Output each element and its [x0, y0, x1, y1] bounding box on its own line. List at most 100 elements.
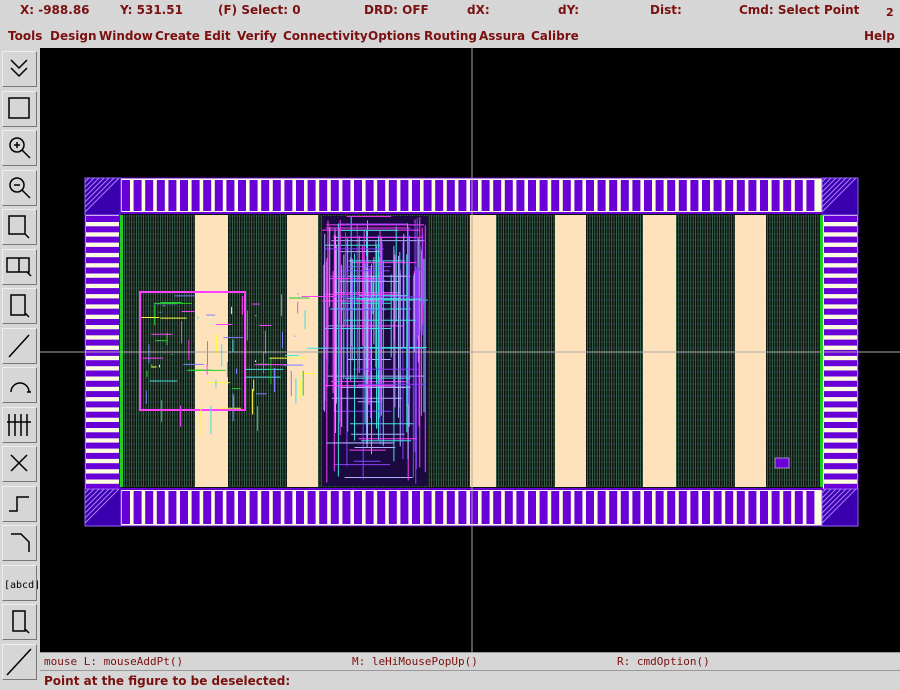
menu-item[interactable]: Verify	[237, 29, 277, 43]
corner-line	[84, 488, 100, 504]
corner-line	[821, 177, 852, 208]
tool-button[interactable]	[2, 525, 37, 561]
pad	[824, 473, 857, 480]
menu-item[interactable]: Connectivity	[283, 29, 368, 43]
pad	[824, 226, 857, 233]
pad	[446, 180, 455, 211]
corner-line	[821, 488, 842, 509]
menu-item[interactable]: Tools	[8, 29, 43, 43]
pad	[86, 349, 119, 356]
pad	[86, 236, 119, 243]
menu-item[interactable]: Edit	[204, 29, 231, 43]
pad	[435, 180, 444, 211]
pad	[493, 180, 502, 211]
corner-line	[84, 177, 110, 203]
tool-button[interactable]	[2, 90, 37, 127]
pad	[609, 180, 618, 211]
pad	[824, 236, 857, 243]
tool-button[interactable]	[2, 130, 37, 166]
pad	[284, 180, 293, 211]
pad	[342, 180, 351, 211]
pad	[824, 319, 857, 325]
tool-button[interactable]	[2, 485, 37, 522]
pad	[86, 277, 119, 284]
pad	[824, 288, 857, 295]
pad	[400, 180, 409, 211]
tool-button[interactable]	[2, 406, 37, 443]
pad	[678, 491, 687, 524]
pad	[180, 180, 188, 211]
pad	[632, 491, 641, 524]
pad	[713, 180, 722, 211]
tool-button[interactable]	[2, 643, 37, 680]
corner-line	[821, 488, 857, 524]
pad	[562, 180, 571, 211]
tool-button[interactable]	[2, 327, 37, 364]
corner-line	[821, 177, 857, 213]
menu-item[interactable]: Routing	[424, 29, 478, 43]
distance: Dist:	[650, 3, 682, 17]
pad	[760, 180, 768, 211]
pad	[272, 491, 281, 524]
pad	[528, 180, 536, 211]
pad	[667, 491, 676, 524]
menu-item[interactable]: Calibre	[531, 29, 579, 43]
icon-glyph	[9, 495, 29, 512]
pad	[86, 360, 119, 367]
pad	[824, 267, 857, 274]
pad	[261, 491, 270, 524]
delta-x: dX:	[467, 3, 490, 17]
macro	[139, 291, 246, 411]
pad	[824, 391, 857, 398]
icon-glyph	[9, 176, 31, 199]
icon-glyph	[9, 137, 31, 159]
tool-button[interactable]	[2, 367, 37, 403]
tool-button[interactable]	[2, 51, 37, 87]
menu-item[interactable]: Design	[50, 29, 97, 43]
menu-item[interactable]: Window	[99, 29, 153, 43]
corner-line	[84, 488, 90, 494]
pad	[412, 491, 420, 524]
pad	[702, 491, 710, 524]
tool-button[interactable]	[2, 209, 37, 245]
pad	[574, 180, 583, 211]
pad	[725, 491, 734, 524]
pad	[806, 180, 815, 211]
tool-button[interactable]	[2, 604, 37, 640]
pad	[86, 463, 119, 470]
drd-status: DRD: OFF	[364, 3, 429, 17]
tool-icon	[10, 294, 30, 318]
tool-button[interactable]	[2, 288, 37, 324]
pad	[86, 411, 119, 418]
tool-button[interactable]	[2, 446, 37, 482]
select-count: (F) Select: 0	[218, 3, 301, 17]
pad	[824, 483, 857, 490]
tool-button[interactable]	[2, 564, 37, 601]
layout-canvas[interactable]	[40, 48, 900, 652]
pad	[86, 319, 119, 325]
pad	[377, 491, 386, 524]
menu-item[interactable]: Options	[368, 29, 421, 43]
command: Cmd: Select Point	[739, 3, 860, 17]
pad	[824, 401, 857, 408]
pad	[214, 491, 223, 524]
tool-icon	[11, 533, 30, 552]
pad	[203, 491, 212, 524]
menu-item[interactable]: Help	[864, 29, 895, 43]
corner-line	[821, 488, 837, 504]
tool-icon	[9, 137, 31, 159]
tool-button[interactable]	[2, 248, 37, 285]
power-strap	[735, 215, 766, 487]
pad	[493, 491, 502, 524]
green-edge	[120, 215, 123, 487]
pad	[824, 442, 857, 449]
power-strap	[555, 215, 586, 487]
power-strap	[643, 215, 676, 487]
menu-item[interactable]: Assura	[479, 29, 526, 43]
menu-item[interactable]: Create	[155, 29, 200, 43]
pad	[307, 491, 316, 524]
pad	[86, 267, 119, 274]
tool-button[interactable]	[2, 169, 37, 206]
pad	[824, 308, 857, 315]
pad	[388, 491, 397, 524]
